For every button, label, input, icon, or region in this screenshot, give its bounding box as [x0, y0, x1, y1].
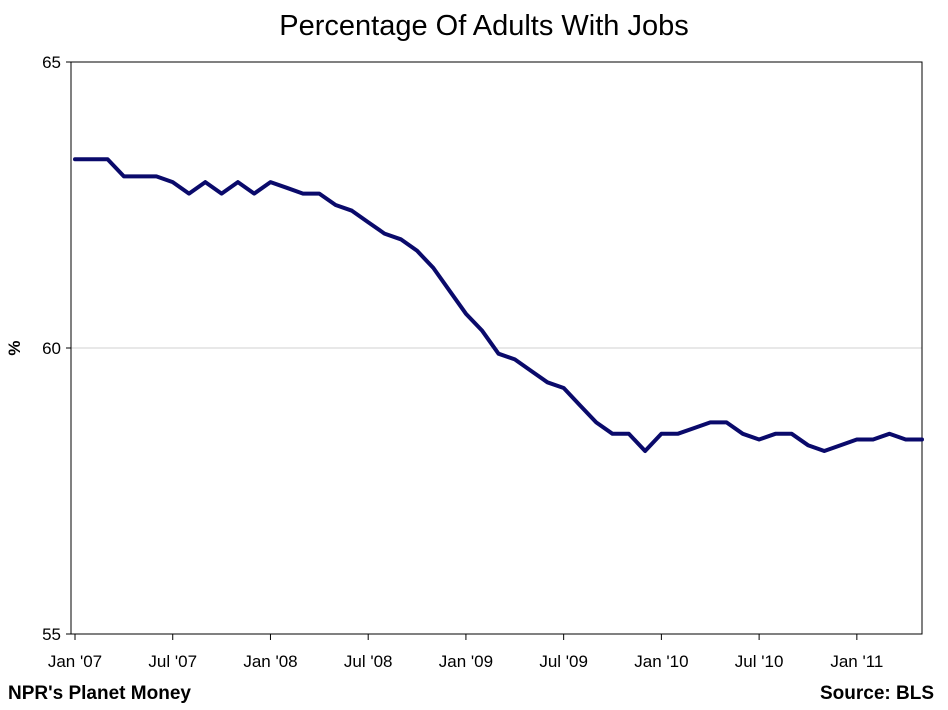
- y-tick-label: 65: [42, 53, 61, 72]
- x-tick-label: Jul '09: [539, 652, 588, 671]
- x-tick-label: Jan '09: [439, 652, 493, 671]
- chart-title: Percentage Of Adults With Jobs: [279, 10, 689, 42]
- x-tick-label: Jan '07: [48, 652, 102, 671]
- y-tick-label: 60: [42, 339, 61, 358]
- x-tick-label: Jan '08: [243, 652, 297, 671]
- x-axis: Jan '07 Jul '07 Jan '08 Jul '08 Jan '09 Jul '…: [48, 634, 883, 671]
- credit-text: NPR's Planet Money: [8, 683, 191, 704]
- y-tick-label: 55: [42, 625, 61, 644]
- x-tick-label: Jan '11: [830, 652, 883, 671]
- series-line: [73, 157, 924, 453]
- series-layer: [73, 157, 924, 453]
- x-tick-label: Jul '07: [148, 652, 197, 671]
- source-text: Source: BLS: [819, 683, 934, 704]
- x-tick-label: Jul '10: [735, 652, 784, 671]
- y-axis: 55 60 65: [42, 53, 71, 644]
- x-tick-label: Jul '08: [344, 652, 393, 671]
- y-axis-title: %: [5, 340, 24, 355]
- x-tick-label: Jan '10: [634, 652, 688, 671]
